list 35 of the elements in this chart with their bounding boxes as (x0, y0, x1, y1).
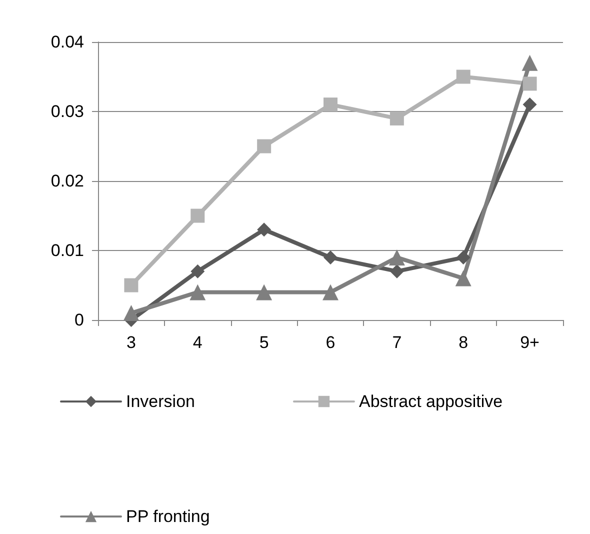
point (456, 70, 470, 84)
legend-label: Inversion (126, 392, 195, 411)
y-tick-label: 0.04 (50, 32, 84, 52)
point (522, 98, 537, 112)
point (522, 54, 538, 71)
point (324, 250, 338, 264)
point (324, 98, 338, 112)
y-tick-label: 0 (74, 310, 84, 330)
point (390, 111, 404, 126)
point (456, 250, 470, 264)
x-tick-label: 9+ (520, 333, 540, 352)
point (124, 278, 138, 292)
x-tick-label: 6 (326, 333, 336, 352)
point (390, 264, 404, 278)
point (388, 249, 405, 266)
x-tick-label: 4 (192, 333, 202, 352)
y-tick-label: 0.02 (50, 172, 84, 190)
legend-label: PP fronting (126, 507, 210, 526)
y-tick-label: 0.03 (50, 102, 84, 121)
point (190, 284, 206, 300)
point (190, 264, 205, 278)
point (322, 284, 338, 300)
point (257, 222, 272, 237)
point (257, 139, 272, 154)
x-tick-label: 3 (126, 333, 136, 352)
point (190, 208, 205, 223)
x-tick-label: 8 (458, 333, 468, 352)
point (256, 284, 272, 300)
point (522, 76, 537, 91)
y-tick-label: 0.01 (50, 241, 84, 260)
point (123, 305, 140, 322)
x-tick-label: 5 (259, 333, 269, 352)
point (455, 270, 472, 286)
legend-label: Abstract appositive (358, 392, 503, 411)
x-tick-label: 7 (392, 333, 402, 352)
